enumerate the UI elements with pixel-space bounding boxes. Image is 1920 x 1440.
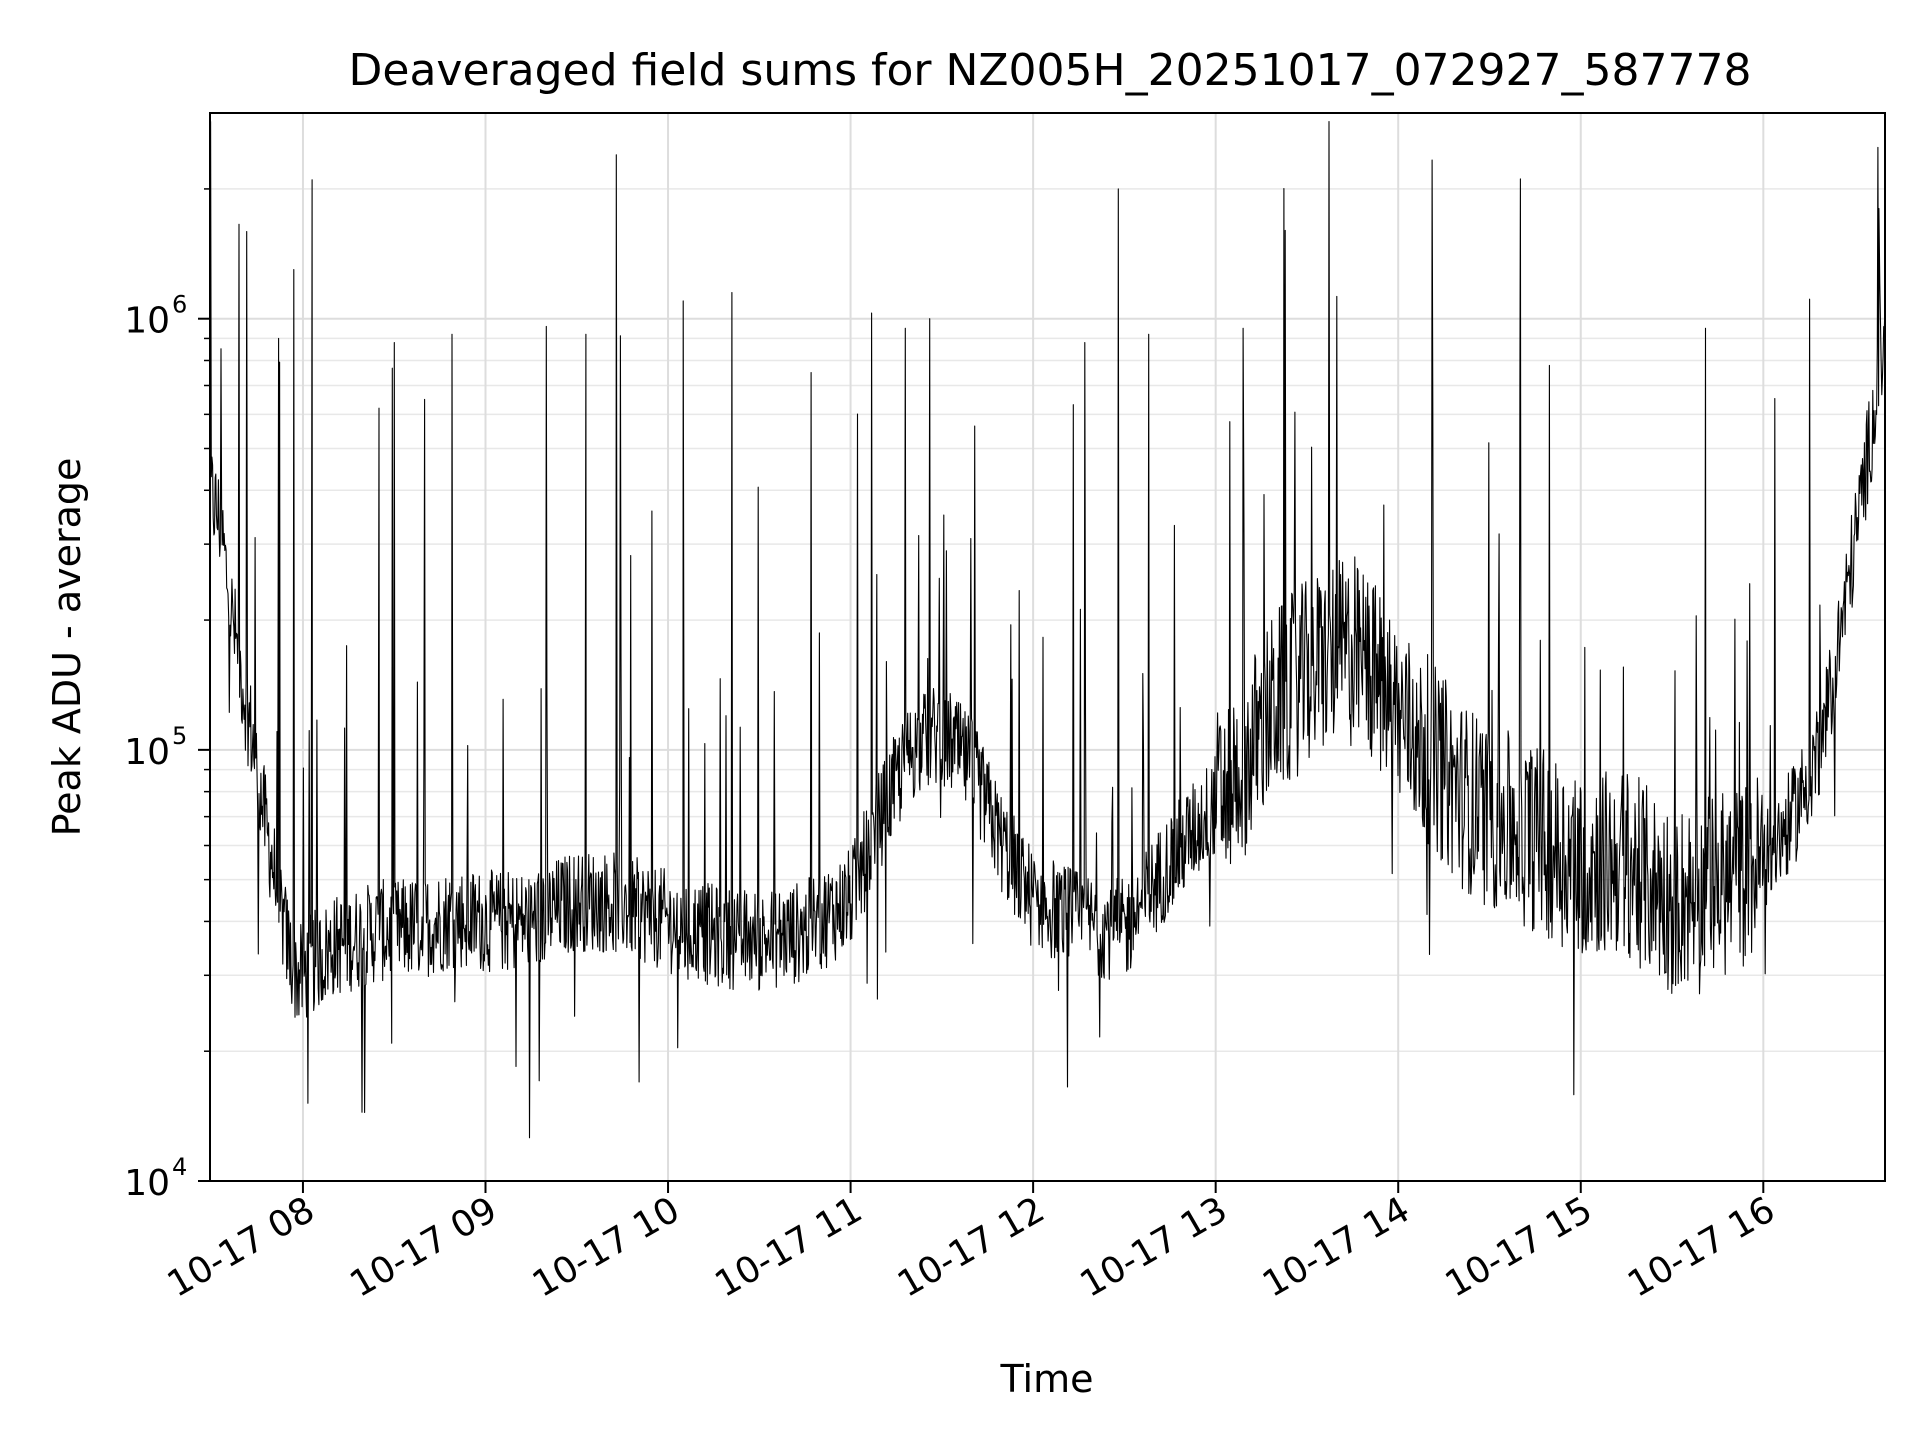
chart-title: Deaveraged field sums for NZ005H_2025101… [349, 45, 1752, 96]
series-line-group [209, 121, 1886, 1139]
y-tick-label: 10 [124, 1163, 170, 1204]
y-tick-exponent: 6 [172, 291, 187, 319]
plot-frame [209, 112, 1886, 1182]
x-axis-label: Time [1000, 1357, 1094, 1401]
series-line [209, 121, 1886, 1139]
y-axis-label: Peak ADU - average [45, 458, 89, 837]
y-tick-exponent: 5 [172, 722, 187, 750]
y-tick-label: 10 [124, 301, 170, 342]
grid [210, 113, 1885, 1182]
y-tick-label: 10 [124, 732, 170, 773]
y-tick-exponent: 4 [172, 1153, 187, 1181]
